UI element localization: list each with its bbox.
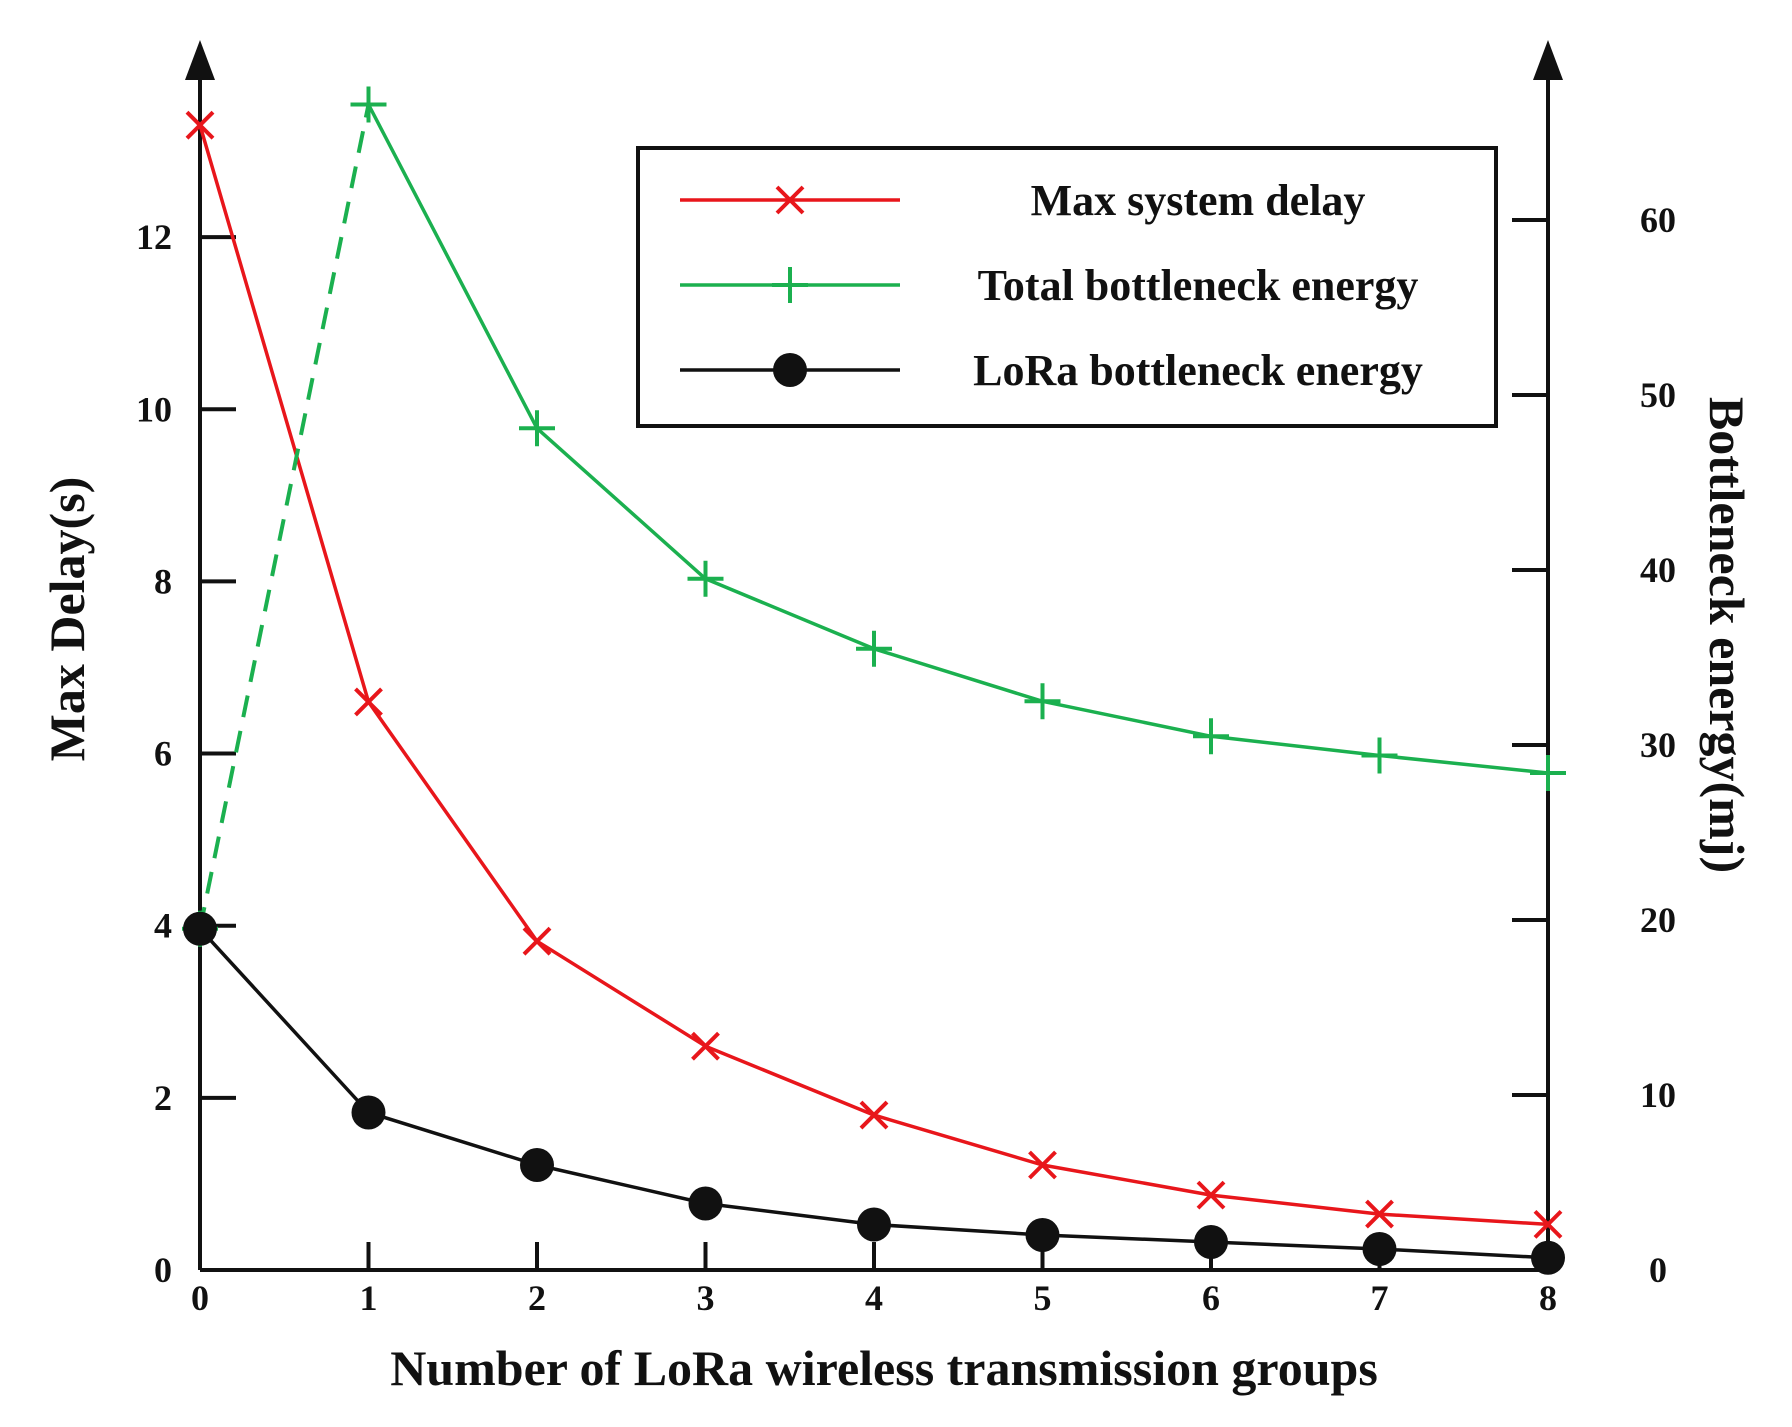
right-y-tick-label: 50	[1640, 375, 1676, 415]
legend-swatch-marker	[775, 185, 805, 215]
data-point-max-system-delay-stroke-b	[1028, 1150, 1057, 1180]
data-point-lora-bottleneck-energy	[351, 1095, 386, 1130]
data-point-max-system-delay-stroke-b	[691, 1031, 720, 1061]
right-y-tick-label: 0	[1649, 1250, 1667, 1290]
series-total-bottleneck-energy	[182, 86, 1566, 947]
data-point-lora-bottleneck-energy	[520, 1148, 554, 1182]
data-point-max-system-delay-stroke-b	[1196, 1180, 1226, 1210]
x-tick-label: 2	[528, 1278, 546, 1318]
right-y-tick-label: 10	[1640, 1075, 1676, 1115]
data-point-max-system-delay	[522, 926, 552, 956]
data-point-total-bottleneck-energy	[1193, 718, 1229, 755]
left-y-tick-label: 2	[154, 1078, 172, 1118]
right-y-tick-label: 20	[1640, 900, 1676, 940]
x-tick-label: 4	[865, 1278, 883, 1318]
data-point-total-bottleneck-energy	[350, 86, 387, 123]
legend-label: LoRa bottleneck energy	[973, 346, 1423, 395]
data-point-max-system-delay	[691, 1031, 720, 1061]
data-point-lora-bottleneck-energy	[1025, 1218, 1060, 1252]
data-point-total-bottleneck-energy	[1530, 755, 1566, 791]
right-y-tick-label: 60	[1640, 200, 1676, 240]
legend-label: Total bottleneck energy	[978, 261, 1419, 310]
left-y-axis-title: Max Delay(s)	[39, 477, 95, 762]
series-lora-bottleneck-energy	[183, 911, 1565, 1275]
legend-entry-total-bottleneck-energy: Total bottleneck energy	[680, 261, 1418, 310]
x-tick-label: 7	[1371, 1278, 1389, 1318]
data-point-lora-bottleneck-energy	[857, 1207, 891, 1242]
data-point-max-system-delay-stroke-b	[1365, 1199, 1394, 1229]
data-point-lora-bottleneck-energy	[1194, 1225, 1228, 1259]
series-line	[366, 103, 1549, 775]
legend-entry-lora-bottleneck-energy: LoRa bottleneck energy	[680, 346, 1423, 395]
data-point-max-system-delay	[1365, 1199, 1394, 1229]
data-point-max-system-delay	[1196, 1180, 1226, 1210]
data-point-lora-bottleneck-energy	[1362, 1232, 1397, 1266]
left-y-tick-label: 8	[154, 561, 172, 601]
legend-entry-max-system-delay: Max system delay	[680, 176, 1365, 225]
data-point-lora-bottleneck-energy	[1531, 1240, 1565, 1275]
data-point-lora-bottleneck-energy	[688, 1186, 723, 1221]
left-y-tick-label: 12	[136, 217, 172, 257]
left-y-tick-label: 6	[154, 734, 172, 774]
data-point-lora-bottleneck-energy	[183, 911, 217, 946]
x-tick-label: 3	[697, 1278, 715, 1318]
x-axis-title: Number of LoRa wireless transmission gro…	[390, 1340, 1378, 1396]
series-group	[182, 86, 1566, 1275]
data-point-max-system-delay-stroke-b	[522, 926, 552, 956]
data-point-total-bottleneck-energy	[687, 560, 724, 597]
series-max-system-delay	[185, 110, 1563, 1239]
x-tick-label: 0	[191, 1278, 209, 1318]
x-tick-label: 8	[1539, 1278, 1557, 1318]
legend-swatch-marker-stroke-b	[775, 185, 805, 215]
right-y-axis-arrow	[1533, 40, 1563, 80]
data-point-max-system-delay	[1533, 1209, 1563, 1239]
right-y-tick-label: 40	[1640, 550, 1676, 590]
series-dashed-segment	[198, 104, 371, 930]
data-point-total-bottleneck-energy	[519, 410, 555, 447]
x-tick-label: 5	[1034, 1278, 1052, 1318]
data-point-max-system-delay	[859, 1100, 889, 1130]
data-point-max-system-delay-stroke-b	[185, 110, 215, 140]
data-point-total-bottleneck-energy	[1361, 737, 1398, 774]
data-point-max-system-delay-stroke-b	[354, 687, 383, 717]
data-point-max-system-delay-stroke-b	[859, 1100, 889, 1130]
legend-label: Max system delay	[1031, 176, 1366, 225]
data-point-total-bottleneck-energy	[856, 630, 892, 667]
right-y-axis-title: Bottleneck energy(mj)	[1699, 397, 1755, 873]
legend-swatch-marker	[772, 267, 808, 303]
data-point-max-system-delay	[354, 687, 383, 717]
data-point-total-bottleneck-energy	[1024, 683, 1061, 720]
left-y-tick-label: 0	[154, 1250, 172, 1290]
data-point-max-system-delay	[185, 110, 215, 140]
left-y-tick-label: 10	[136, 389, 172, 429]
right-y-tick-label: 30	[1640, 725, 1676, 765]
left-y-tick-label: 4	[154, 906, 172, 946]
legend-group: Max system delay Total bottleneck energy L…	[636, 146, 1498, 428]
x-tick-label: 1	[360, 1278, 378, 1318]
data-point-max-system-delay-stroke-b	[1533, 1209, 1563, 1239]
x-tick-label: 6	[1202, 1278, 1220, 1318]
left-y-axis-arrow	[185, 40, 215, 80]
data-point-max-system-delay	[1028, 1150, 1057, 1180]
legend-swatch-marker	[773, 353, 807, 387]
